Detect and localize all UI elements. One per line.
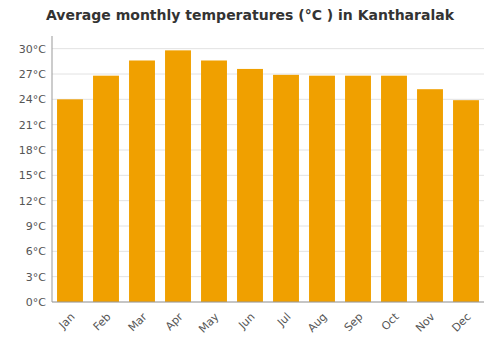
bar [273,75,299,302]
y-tick-label: 24°C [19,93,46,106]
x-tick-label: Nov [413,310,438,335]
x-axis-line [52,302,484,303]
bar [57,99,83,302]
x-tick-label: Jan [56,310,78,332]
y-tick-label: 12°C [19,195,46,208]
y-tick-label: 30°C [19,43,46,56]
title: Average monthly temperatures (°C ) in Ka… [46,7,455,23]
grid-line [52,74,484,75]
x-tick-label: Apr [163,310,186,333]
bar [381,76,407,302]
x-tick-label: Jul [274,310,293,329]
chart-container: Average monthly temperatures (°C ) in Ka… [0,0,500,350]
chart-svg: Average monthly temperatures (°C ) in Ka… [0,0,500,350]
bar [129,60,155,302]
y-tick-label: 21°C [19,119,46,132]
bar [165,50,191,302]
x-tick-label: Sep [342,310,366,334]
bar [237,69,263,302]
bar [201,60,227,302]
x-tick-label: Jun [236,310,258,332]
grid [52,49,484,302]
x-tick-label: Mar [126,310,150,334]
bar [309,76,335,302]
x-tick-label: May [196,310,222,336]
y-tick-label: 27°C [19,68,46,81]
bar [417,89,443,302]
y-tick-label: 9°C [26,220,46,233]
x-tick-label: Oct [379,310,402,333]
y-tick-label: 0°C [26,296,46,309]
bar [93,76,119,302]
grid-line [52,302,484,303]
bar [453,100,479,302]
x-tick-label: Aug [305,310,329,334]
x-tick-label: Feb [91,310,114,333]
bars [57,50,479,302]
y-axis-line [52,36,53,302]
grid-line [52,48,484,49]
y-tick-label: 6°C [26,245,46,258]
y-tick-label: 15°C [19,169,46,182]
y-tick-label: 18°C [19,144,46,157]
bar [345,76,371,302]
y-tick-label: 3°C [26,271,46,284]
x-tick-label: Dec [449,310,473,334]
